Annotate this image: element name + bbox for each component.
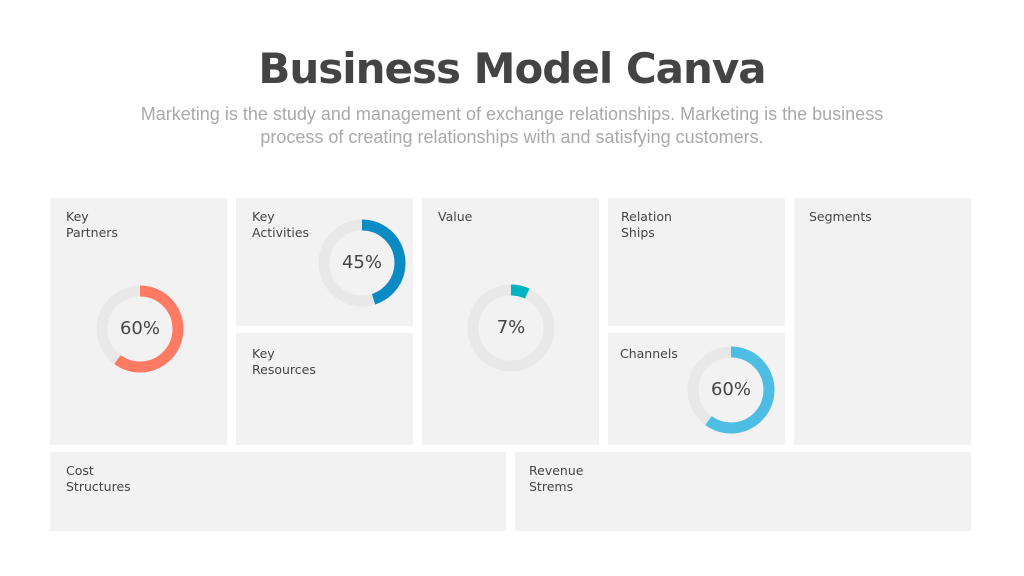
panel-label: Key Partners bbox=[66, 209, 118, 241]
donut-chart-icon bbox=[687, 346, 775, 434]
panel-key-resources: Key Resources bbox=[236, 333, 413, 445]
panel-key-partners: Key Partners 60% bbox=[50, 198, 227, 445]
panel-label: Key Activities bbox=[252, 209, 309, 241]
panel-value: Value 7% bbox=[422, 198, 599, 445]
panel-key-activities: Key Activities 45% bbox=[236, 198, 413, 326]
percent-label: 60% bbox=[119, 318, 160, 339]
panel-channels: Channels 60% bbox=[608, 333, 785, 445]
label-line: Segments bbox=[809, 209, 872, 224]
donut-chart-icon bbox=[96, 285, 184, 373]
panel-label: Segments bbox=[809, 209, 872, 225]
progress-ring: 7% bbox=[466, 283, 556, 373]
label-line: Resources bbox=[252, 362, 316, 377]
label-line: Key bbox=[66, 209, 89, 224]
panel-label: Value bbox=[438, 209, 472, 225]
label-line: Ships bbox=[621, 225, 655, 240]
progress-ring: 60% bbox=[95, 284, 185, 374]
panel-label: Key Resources bbox=[252, 346, 316, 378]
label-line: Strems bbox=[529, 479, 574, 494]
panel-segments: Segments bbox=[794, 198, 971, 445]
percent-label: 60% bbox=[710, 379, 751, 400]
percent-label: 45% bbox=[341, 252, 382, 273]
panel-label: Cost Structures bbox=[66, 463, 131, 495]
progress-ring: 45% bbox=[317, 218, 407, 308]
page-title: Business Model Canva bbox=[258, 44, 766, 93]
page-subtitle: Marketing is the study and management of… bbox=[112, 103, 912, 149]
percent-label: 7% bbox=[496, 317, 526, 338]
label-line: Key bbox=[252, 346, 275, 361]
label-line: Relation bbox=[621, 209, 672, 224]
panel-label: Revenue Strems bbox=[529, 463, 583, 495]
panel-label: Channels bbox=[620, 346, 678, 362]
label-line: Cost bbox=[66, 463, 94, 478]
panel-relationships: Relation Ships bbox=[608, 198, 785, 326]
subtitle-line-1: Marketing is the study and management of… bbox=[140, 104, 884, 124]
label-line: Channels bbox=[620, 346, 678, 361]
panel-cost-structures: Cost Structures bbox=[50, 452, 506, 531]
progress-ring: 60% bbox=[686, 345, 776, 435]
label-line: Partners bbox=[66, 225, 118, 240]
donut-chart-icon bbox=[318, 219, 406, 307]
panel-revenue-streams: Revenue Strems bbox=[515, 452, 971, 531]
subtitle-line-2: process of creating relationships with a… bbox=[260, 127, 764, 147]
label-line: Activities bbox=[252, 225, 310, 240]
donut-chart-icon bbox=[467, 284, 555, 372]
label-line: Value bbox=[438, 209, 473, 224]
label-line: Structures bbox=[66, 479, 131, 494]
label-line: Key bbox=[252, 209, 275, 224]
label-line: Revenue bbox=[529, 463, 584, 478]
panel-label: Relation Ships bbox=[621, 209, 672, 241]
